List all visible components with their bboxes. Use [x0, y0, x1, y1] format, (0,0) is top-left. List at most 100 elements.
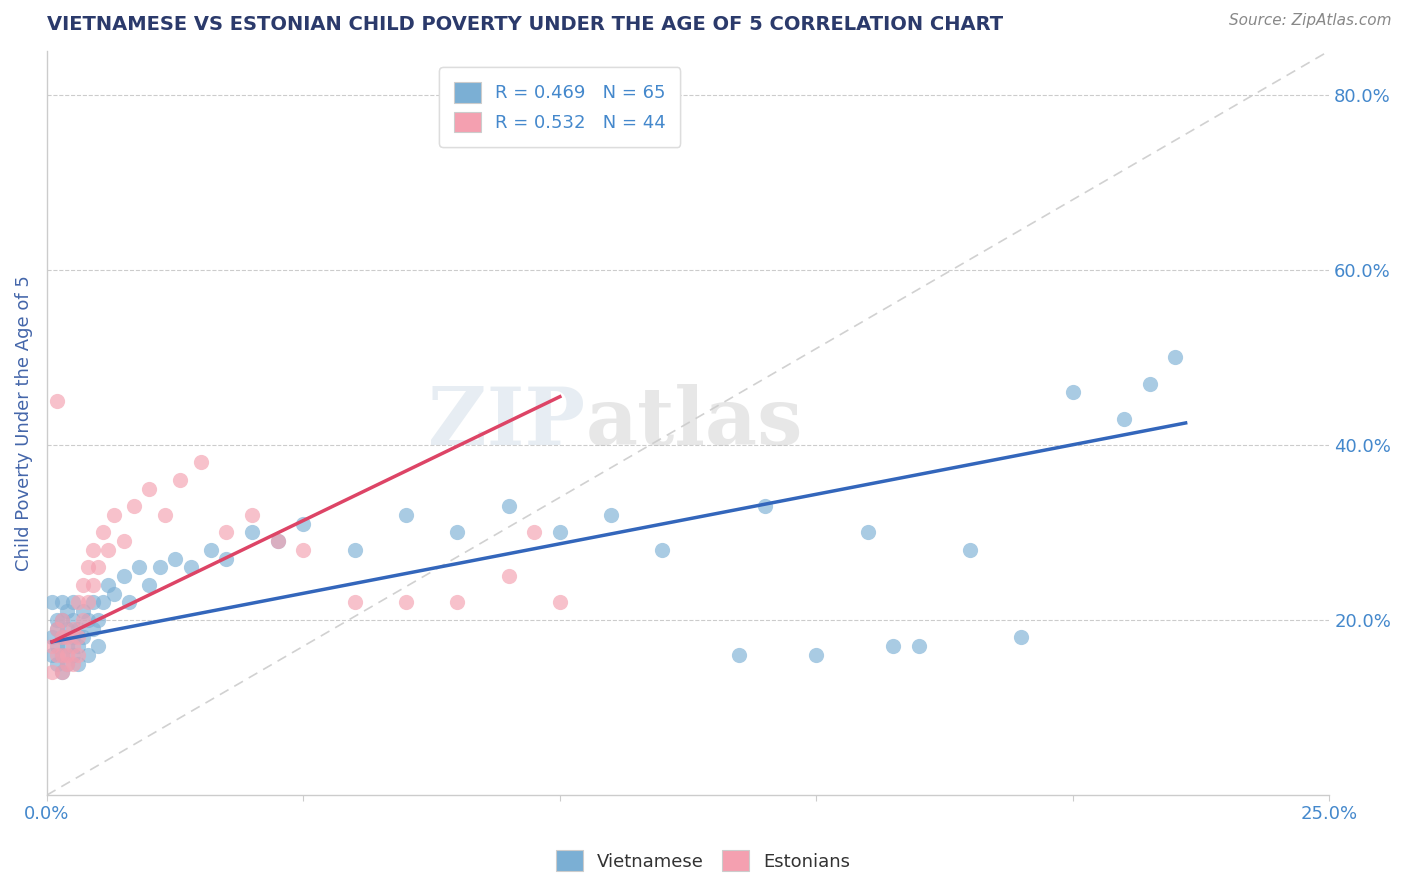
Point	[908, 639, 931, 653]
Point	[72, 613, 94, 627]
Point	[180, 560, 202, 574]
Point	[77, 648, 100, 662]
Y-axis label: Child Poverty Under the Age of 5: Child Poverty Under the Age of 5	[15, 275, 32, 571]
Point	[498, 499, 520, 513]
Point	[46, 622, 69, 636]
Point	[959, 542, 981, 557]
Point	[169, 473, 191, 487]
Legend: R = 0.469   N = 65, R = 0.532   N = 44: R = 0.469 N = 65, R = 0.532 N = 44	[439, 67, 681, 147]
Point	[62, 639, 84, 653]
Point	[856, 525, 879, 540]
Point	[395, 595, 418, 609]
Point	[66, 631, 89, 645]
Point	[343, 542, 366, 557]
Point	[66, 657, 89, 671]
Point	[1112, 411, 1135, 425]
Point	[806, 648, 828, 662]
Point	[149, 560, 172, 574]
Point	[51, 648, 73, 662]
Point	[62, 657, 84, 671]
Point	[62, 631, 84, 645]
Point	[446, 595, 468, 609]
Point	[523, 525, 546, 540]
Point	[118, 595, 141, 609]
Point	[651, 542, 673, 557]
Point	[51, 613, 73, 627]
Legend: Vietnamese, Estonians: Vietnamese, Estonians	[548, 843, 858, 879]
Point	[200, 542, 222, 557]
Point	[728, 648, 751, 662]
Point	[103, 587, 125, 601]
Point	[41, 595, 63, 609]
Point	[395, 508, 418, 522]
Point	[77, 560, 100, 574]
Point	[91, 525, 114, 540]
Text: atlas: atlas	[585, 384, 803, 462]
Point	[46, 613, 69, 627]
Point	[62, 613, 84, 627]
Point	[754, 499, 776, 513]
Point	[51, 595, 73, 609]
Point	[51, 665, 73, 680]
Point	[600, 508, 623, 522]
Point	[112, 569, 135, 583]
Point	[56, 622, 79, 636]
Point	[97, 542, 120, 557]
Point	[190, 455, 212, 469]
Point	[41, 665, 63, 680]
Point	[292, 542, 315, 557]
Point	[215, 551, 238, 566]
Point	[87, 613, 110, 627]
Point	[46, 394, 69, 409]
Point	[77, 595, 100, 609]
Point	[72, 604, 94, 618]
Point	[215, 525, 238, 540]
Point	[128, 560, 150, 574]
Point	[1164, 351, 1187, 365]
Point	[292, 516, 315, 531]
Point	[82, 542, 104, 557]
Point	[51, 665, 73, 680]
Point	[1062, 385, 1084, 400]
Text: ZIP: ZIP	[429, 384, 585, 462]
Point	[240, 525, 263, 540]
Point	[66, 639, 89, 653]
Point	[122, 499, 145, 513]
Point	[548, 525, 571, 540]
Point	[51, 631, 73, 645]
Point	[82, 595, 104, 609]
Point	[66, 622, 89, 636]
Point	[56, 639, 79, 653]
Point	[41, 631, 63, 645]
Point	[1011, 631, 1033, 645]
Point	[66, 648, 89, 662]
Point	[41, 648, 63, 662]
Point	[267, 534, 290, 549]
Point	[62, 595, 84, 609]
Point	[46, 657, 69, 671]
Point	[56, 648, 79, 662]
Point	[882, 639, 904, 653]
Point	[548, 595, 571, 609]
Point	[112, 534, 135, 549]
Point	[51, 613, 73, 627]
Point	[138, 482, 160, 496]
Point	[72, 578, 94, 592]
Point	[267, 534, 290, 549]
Point	[103, 508, 125, 522]
Point	[165, 551, 187, 566]
Point	[97, 578, 120, 592]
Point	[87, 639, 110, 653]
Point	[446, 525, 468, 540]
Point	[82, 622, 104, 636]
Text: Source: ZipAtlas.com: Source: ZipAtlas.com	[1229, 13, 1392, 29]
Point	[153, 508, 176, 522]
Point	[91, 595, 114, 609]
Point	[62, 648, 84, 662]
Point	[56, 604, 79, 618]
Point	[240, 508, 263, 522]
Point	[56, 631, 79, 645]
Point	[82, 578, 104, 592]
Point	[138, 578, 160, 592]
Point	[56, 657, 79, 671]
